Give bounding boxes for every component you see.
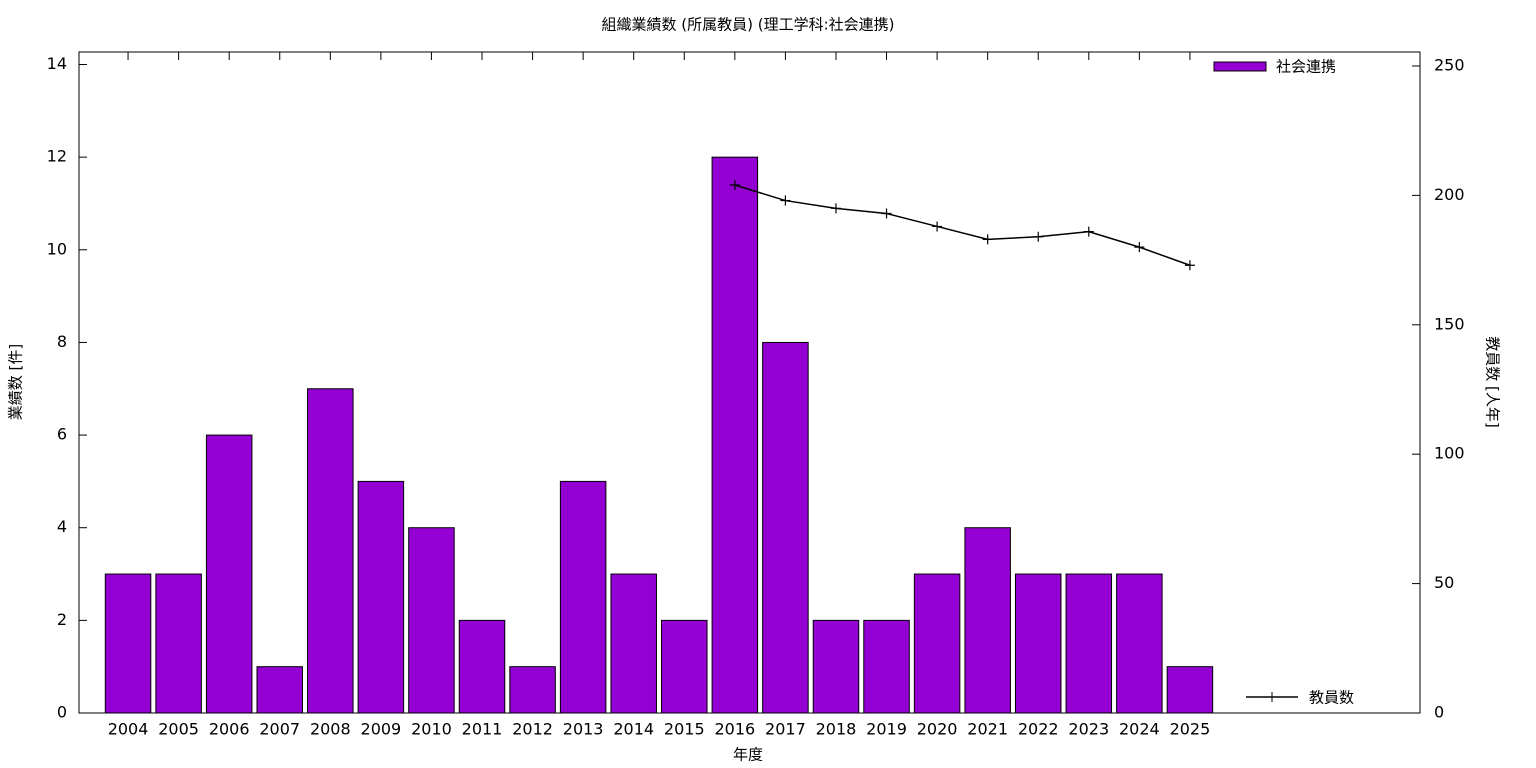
y2-tick-label: 100	[1434, 444, 1465, 463]
point	[1134, 242, 1145, 253]
bar	[964, 527, 1011, 714]
y-tick-label: 10	[47, 239, 67, 258]
bar	[1065, 573, 1113, 714]
point	[830, 203, 841, 214]
bar	[357, 480, 405, 714]
y-tick-label: 12	[47, 147, 67, 166]
bar	[205, 434, 253, 714]
bar	[913, 573, 961, 714]
x-tick-label: 2025	[1170, 720, 1211, 739]
x-tick-label: 2010	[411, 720, 452, 739]
y-tick-label: 2	[57, 610, 67, 629]
bar	[408, 527, 455, 714]
point	[1184, 260, 1195, 271]
x-tick-label: 2022	[1018, 720, 1059, 739]
x-tick-label: 2008	[310, 720, 351, 739]
x-tick-label: 2013	[563, 720, 604, 739]
y-tick-label: 14	[47, 54, 67, 73]
bar	[256, 666, 303, 714]
point	[881, 208, 892, 219]
x-tick-label: 2018	[816, 720, 857, 739]
bar	[711, 156, 759, 714]
legend-point	[1267, 692, 1277, 702]
point	[932, 221, 943, 232]
bar	[863, 619, 910, 714]
y-tick-label: 4	[57, 517, 67, 536]
x-tick-label: 2004	[108, 720, 149, 739]
x-axis-label: 年度	[733, 746, 763, 764]
y2-tick-label: 250	[1434, 55, 1465, 74]
bar	[307, 388, 354, 714]
x-tick-label: 2014	[613, 720, 654, 739]
bar	[509, 666, 556, 714]
x-tick-label: 2017	[765, 720, 806, 739]
y2-tick-label: 50	[1434, 573, 1454, 592]
y2-tick-label: 200	[1434, 185, 1465, 204]
bar	[104, 573, 152, 714]
bar	[1116, 573, 1163, 714]
y2-tick-label: 150	[1434, 314, 1465, 333]
x-tick-label: 2021	[967, 720, 1008, 739]
x-tick-label: 2023	[1068, 720, 1109, 739]
x-tick-label: 2005	[158, 720, 199, 739]
bar	[1014, 573, 1062, 714]
x-tick-label: 2011	[462, 720, 503, 739]
point	[1083, 226, 1094, 237]
y-tick-label: 6	[57, 425, 67, 444]
bar	[458, 619, 506, 714]
x-tick-label: 2015	[664, 720, 705, 739]
line	[734, 184, 1191, 266]
y2-axis-label: 教員数 [人年]	[1484, 336, 1502, 427]
x-tick-label: 2006	[209, 720, 250, 739]
y-tick-label: 0	[57, 703, 67, 722]
x-tick-label: 2012	[512, 720, 553, 739]
bar	[155, 573, 202, 714]
y2-tick-label: 0	[1434, 703, 1444, 722]
bar	[762, 341, 809, 714]
point	[729, 180, 740, 191]
bar	[661, 619, 708, 714]
chart-title: 組織業績数 (所属教員) (理工学科:社会連携)	[602, 16, 895, 34]
y-tick-label: 8	[57, 332, 67, 351]
bar	[610, 573, 657, 714]
legend-label: 社会連携	[1276, 58, 1336, 76]
point	[982, 234, 993, 245]
y-axis-label: 業績数 [件]	[7, 344, 25, 420]
x-tick-label: 2019	[866, 720, 907, 739]
bar	[812, 619, 860, 714]
x-tick-label: 2020	[917, 720, 958, 739]
x-tick-label: 2016	[714, 720, 755, 739]
bar	[559, 480, 607, 714]
x-tick-label: 2007	[259, 720, 300, 739]
x-tick-label: 2009	[361, 720, 402, 739]
bar	[1166, 666, 1214, 714]
legend-swatch	[1213, 61, 1267, 72]
legend-label: 教員数	[1309, 689, 1354, 707]
point	[1033, 231, 1044, 242]
point	[780, 195, 791, 206]
x-tick-label: 2024	[1119, 720, 1160, 739]
